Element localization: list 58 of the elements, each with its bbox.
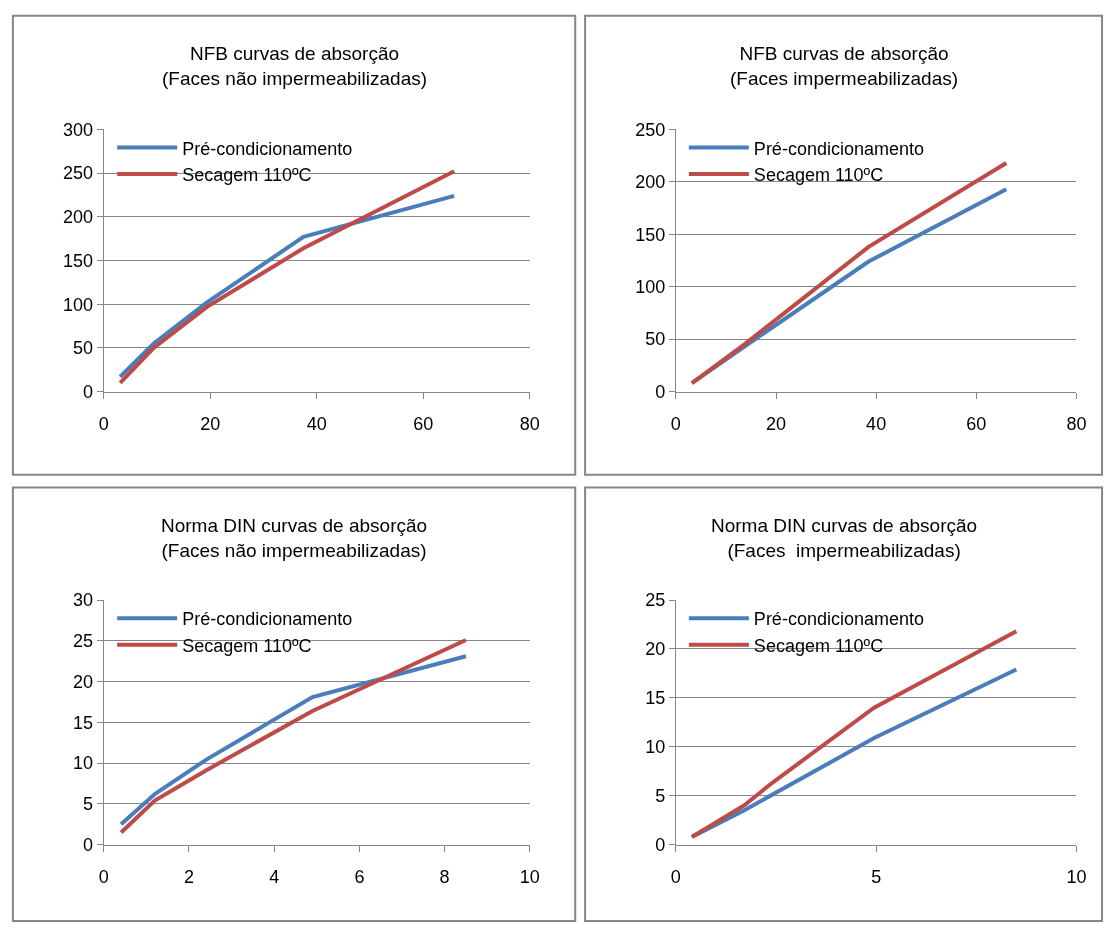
x-tick-label: 0 bbox=[670, 414, 681, 435]
x-tick-label: 2 bbox=[183, 867, 194, 888]
legend-label: Secagem 110ºC bbox=[182, 635, 312, 656]
y-tick-label: 250 bbox=[635, 119, 666, 140]
x-tick-label: 20 bbox=[765, 414, 787, 435]
x-tick-label: 0 bbox=[670, 867, 681, 888]
y-tick-label: 150 bbox=[63, 250, 94, 271]
y-tick-label: 10 bbox=[645, 737, 666, 758]
legend-label: Pré-condicionamento bbox=[182, 609, 353, 630]
y-tick-label: 150 bbox=[635, 224, 666, 245]
chart-title: Norma DIN curvas de absorção (Faces não impermeabilizadas) bbox=[161, 515, 428, 561]
y-tick-label: 25 bbox=[645, 590, 666, 611]
x-tick-label: 5 bbox=[871, 867, 882, 888]
legend-label: Pré-condicionamento bbox=[753, 138, 924, 159]
y-tick-label: 30 bbox=[73, 590, 94, 611]
x-tick-label: 0 bbox=[98, 867, 109, 888]
y-tick-label: 100 bbox=[635, 277, 666, 298]
legend-label: Pré-condicionamento bbox=[753, 609, 924, 630]
legend-label: Secagem 110ºC bbox=[753, 635, 884, 656]
y-tick-label: 25 bbox=[73, 631, 94, 652]
y-tick-label: 0 bbox=[83, 834, 94, 855]
y-tick-label: 50 bbox=[645, 329, 666, 350]
y-tick-label: 0 bbox=[655, 381, 666, 402]
y-tick-label: 15 bbox=[73, 712, 94, 733]
y-tick-label: 100 bbox=[63, 294, 94, 315]
chart-title: NFB curvas de absorção (Faces não impermeabilizadas) bbox=[162, 43, 428, 89]
legend-label: Secagem 110ºC bbox=[182, 165, 312, 185]
y-tick-label: 0 bbox=[655, 834, 666, 855]
chart-title: NFB curvas de absorção (Faces impermeabilizadas) bbox=[730, 43, 959, 89]
y-tick-label: 300 bbox=[63, 119, 94, 140]
y-tick-label: 50 bbox=[73, 338, 94, 359]
x-tick-label: 10 bbox=[1066, 867, 1087, 888]
x-tick-label: 8 bbox=[439, 867, 450, 888]
x-tick-label: 10 bbox=[519, 867, 540, 888]
x-tick-label: 80 bbox=[519, 414, 540, 435]
y-tick-label: 250 bbox=[63, 163, 94, 184]
y-tick-label: 15 bbox=[645, 688, 666, 709]
y-tick-label: 20 bbox=[73, 671, 94, 692]
x-tick-label: 4 bbox=[269, 867, 280, 888]
chart-title: Norma DIN curvas de absorção (Faces impermeabilizadas) bbox=[711, 515, 978, 561]
y-tick-label: 5 bbox=[83, 794, 94, 815]
x-tick-label: 60 bbox=[413, 414, 434, 435]
x-tick-label: 40 bbox=[306, 414, 327, 435]
x-tick-label: 80 bbox=[1066, 414, 1087, 435]
y-tick-label: 0 bbox=[83, 381, 94, 402]
y-tick-label: 10 bbox=[73, 753, 94, 774]
x-tick-label: 0 bbox=[98, 414, 109, 435]
legend-label: Secagem 110ºC bbox=[753, 165, 884, 185]
y-tick-label: 200 bbox=[635, 172, 666, 193]
x-tick-label: 6 bbox=[354, 867, 365, 888]
line-series bbox=[689, 629, 1019, 839]
y-tick-label: 200 bbox=[63, 207, 94, 228]
legend-label: Pré-condicionamento bbox=[182, 138, 353, 159]
x-tick-label: 60 bbox=[966, 414, 987, 435]
x-tick-label: 20 bbox=[200, 414, 221, 435]
y-tick-label: 5 bbox=[655, 786, 666, 807]
x-tick-label: 40 bbox=[866, 414, 887, 435]
y-tick-label: 20 bbox=[645, 639, 666, 660]
